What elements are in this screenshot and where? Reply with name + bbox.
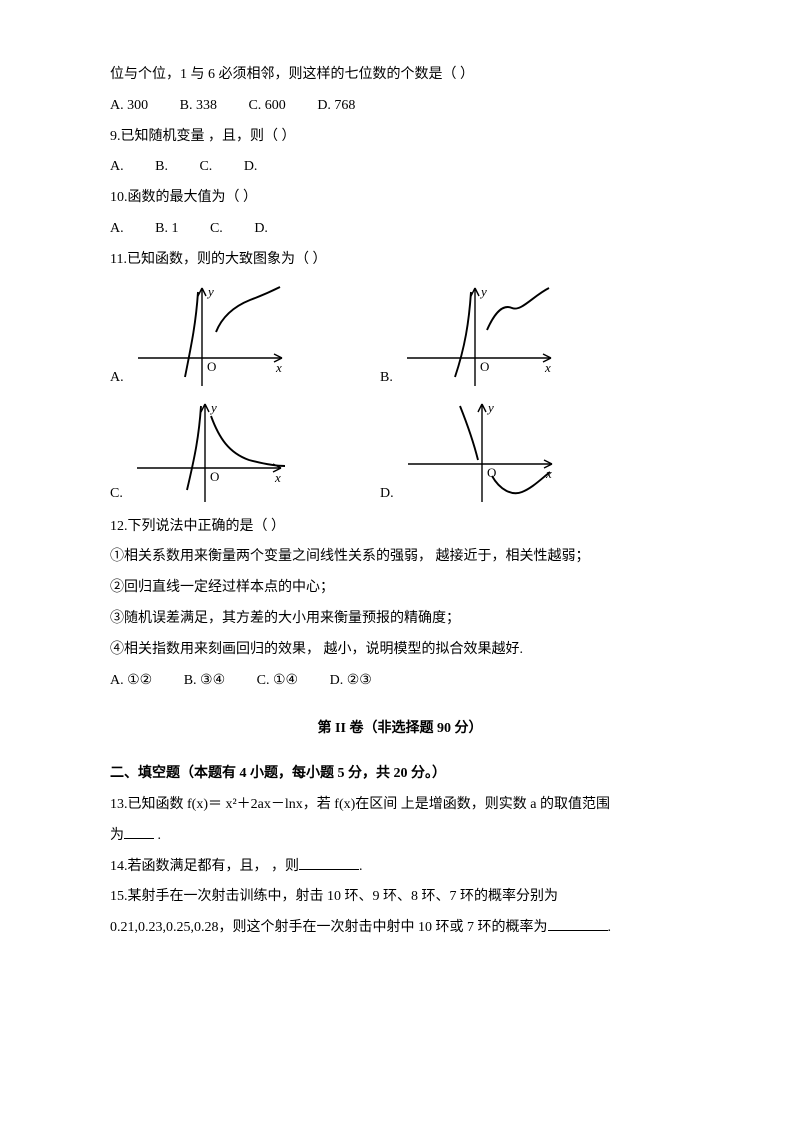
q11-stem: 11.已知函数，则的大致图象为（ ）	[110, 245, 690, 276]
q10-stem: 10.函数的最大值为（ ）	[110, 183, 690, 214]
q14-a: 14.若函数满足都有，且， ，则	[110, 859, 299, 874]
q8-opt-c: C. 600	[248, 98, 285, 113]
q10-opt-a: A.	[110, 221, 124, 236]
q13-blank	[124, 824, 154, 839]
q9-opt-c: C.	[199, 159, 212, 174]
q11-graph-a: y x O	[130, 282, 290, 392]
q11-label-c: C.	[110, 479, 123, 510]
q10-options: A. B. 1 C. D.	[110, 214, 690, 245]
q10-opt-b: B. 1	[155, 221, 178, 236]
q15-l1: 15.某射手在一次射击训练中，射击 10 环、9 环、8 环、7 环的概率分别为	[110, 882, 690, 913]
svg-text:O: O	[207, 359, 216, 374]
q15-blank	[548, 916, 608, 931]
q9-opt-b: B.	[155, 159, 168, 174]
q12-options: A. ①② B. ③④ C. ①④ D. ②③	[110, 666, 690, 697]
svg-text:x: x	[274, 470, 281, 485]
q12-stem: 12.下列说法中正确的是（ ）	[110, 512, 690, 543]
section-fill: 二、填空题（本题有 4 小题，每小题 5 分，共 20 分。）	[110, 759, 690, 790]
svg-text:O: O	[480, 359, 489, 374]
q13-l2a: 为	[110, 828, 124, 843]
q11-row-cd: C. yxO D. yxO	[110, 398, 690, 508]
q12-s3: ③随机误差满足，其方差的大小用来衡量预报的精确度；	[110, 604, 690, 635]
q14: 14.若函数满足都有，且， ，则.	[110, 852, 690, 883]
exam-page: 位与个位，1 与 6 必须相邻，则这样的七位数的个数是（ ） A. 300 B.…	[0, 0, 800, 1132]
q13-l1: 13.已知函数 f(x)＝ x²＋2ax－lnx，若 f(x)在区间 上是增函数…	[110, 790, 690, 821]
q11-graph-c: y x O	[129, 398, 289, 508]
q11-row-ab: A. y x O B. y x O	[110, 282, 690, 392]
svg-text:O: O	[487, 465, 496, 480]
q13-l2: 为 .	[110, 821, 690, 852]
svg-text:x: x	[544, 360, 551, 375]
q13-l2b: .	[154, 828, 161, 843]
q11-label-d: D.	[380, 479, 394, 510]
svg-text:y: y	[209, 400, 217, 415]
q11-label-b: B.	[380, 363, 393, 394]
q12-opt-b: B. ③④	[184, 673, 225, 688]
q15-l2a: 0.21,0.23,0.25,0.28，则这个射手在一次射击中射中 10 环或 …	[110, 920, 548, 935]
q11-graph-d: yxO	[400, 398, 560, 508]
svg-text:y: y	[206, 284, 214, 299]
q11-graph-b: y x O	[399, 282, 559, 392]
q8-opt-a: A. 300	[110, 98, 148, 113]
svg-text:y: y	[479, 284, 487, 299]
q8-opt-d: D. 768	[317, 98, 355, 113]
svg-text:O: O	[210, 469, 219, 484]
q8-options: A. 300 B. 338 C. 600 D. 768	[110, 91, 690, 122]
q11-label-a: A.	[110, 363, 124, 394]
q10-opt-c: C.	[210, 221, 223, 236]
q15-l2: 0.21,0.23,0.25,0.28，则这个射手在一次射击中射中 10 环或 …	[110, 913, 690, 944]
q9-opt-a: A.	[110, 159, 124, 174]
part2-title: 第 II 卷（非选择题 90 分）	[110, 714, 690, 745]
q14-blank	[299, 855, 359, 870]
q12-s4: ④相关指数用来刻画回归的效果， 越小，说明模型的拟合效果越好.	[110, 635, 690, 666]
q9-stem: 9.已知随机变量 ，且，则（ ）	[110, 122, 690, 153]
q8-stem: 位与个位，1 与 6 必须相邻，则这样的七位数的个数是（ ）	[110, 60, 690, 91]
q12-opt-d: D. ②③	[330, 673, 372, 688]
q10-opt-d: D.	[254, 221, 268, 236]
q14-b: .	[359, 859, 363, 874]
svg-text:x: x	[275, 360, 282, 375]
svg-text:y: y	[486, 400, 494, 415]
q15-l2b: .	[608, 920, 612, 935]
q9-opt-d: D.	[244, 159, 258, 174]
q12-opt-a: A. ①②	[110, 673, 152, 688]
q12-opt-c: C. ①④	[257, 673, 298, 688]
q12-s2: ②回归直线一定经过样本点的中心；	[110, 573, 690, 604]
q12-s1: ①相关系数用来衡量两个变量之间线性关系的强弱， 越接近于，相关性越弱；	[110, 542, 690, 573]
q9-options: A. B. C. D.	[110, 152, 690, 183]
q8-opt-b: B. 338	[180, 98, 217, 113]
